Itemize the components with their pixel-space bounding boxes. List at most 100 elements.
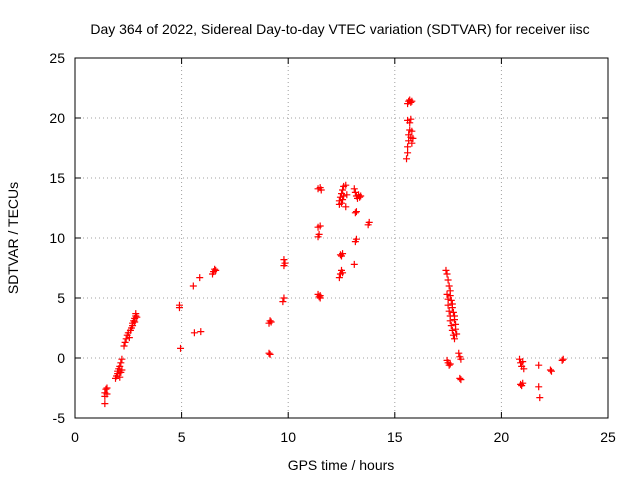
data-point (448, 304, 456, 312)
data-point (558, 356, 566, 364)
data-point (316, 294, 324, 302)
data-point (339, 250, 347, 258)
data-point (408, 139, 416, 147)
data-point (452, 325, 460, 333)
data-point (407, 98, 415, 106)
data-point (408, 97, 416, 105)
data-point (116, 373, 124, 381)
data-point (265, 349, 273, 357)
data-point (559, 355, 567, 363)
data-point (339, 186, 347, 194)
data-point (443, 290, 451, 298)
data-point (315, 293, 323, 301)
data-point (449, 331, 457, 339)
plot-frame (74, 57, 609, 419)
data-point (407, 115, 415, 123)
y-tick-label: 15 (49, 170, 65, 186)
data-point (535, 361, 543, 369)
x-tick-label: 25 (600, 429, 616, 445)
data-point (280, 256, 288, 264)
data-point (356, 193, 364, 201)
chart-title: Day 364 of 2022, Sidereal Day-to-day VTE… (90, 21, 589, 37)
data-point (365, 218, 373, 226)
data-point (177, 344, 185, 352)
x-tick-label: 15 (387, 429, 403, 445)
data-point (404, 143, 412, 151)
data-point (352, 208, 360, 216)
data-point (445, 361, 453, 369)
data-point (447, 322, 455, 330)
data-point (279, 298, 287, 306)
data-point (132, 310, 140, 318)
data-point (536, 394, 544, 402)
data-point (519, 379, 527, 387)
x-tick-label: 20 (494, 429, 510, 445)
data-point (450, 316, 458, 324)
data-point (342, 181, 350, 189)
data-point (175, 304, 183, 312)
y-tick-label: 20 (49, 110, 65, 126)
data-point (131, 318, 139, 326)
data-point (103, 390, 111, 398)
data-point (196, 274, 204, 282)
data-point (444, 276, 452, 284)
grid (75, 58, 608, 418)
data-point (316, 222, 324, 230)
data-point (116, 362, 124, 370)
data-point (456, 374, 464, 382)
data-point (101, 400, 109, 408)
data-point (520, 365, 528, 373)
data-point (120, 342, 128, 350)
x-tick-label: 0 (71, 429, 79, 445)
data-point (442, 266, 450, 274)
data-point (339, 196, 347, 204)
data-point (339, 269, 347, 277)
data-point (317, 186, 325, 194)
data-point (548, 367, 556, 375)
data-point (455, 349, 463, 357)
data-point (117, 359, 125, 367)
data-point (133, 313, 141, 321)
data-point (122, 335, 130, 343)
data-point (445, 282, 453, 290)
data-point (338, 199, 345, 207)
y-tick-label: 5 (57, 290, 65, 306)
data-point (280, 294, 288, 302)
data-point (404, 149, 412, 157)
data-point (357, 192, 365, 200)
data-point (118, 355, 126, 363)
data-point (453, 330, 461, 338)
data-point (266, 350, 274, 358)
data-point (446, 292, 454, 300)
data-point (446, 360, 454, 368)
data-point (197, 328, 205, 336)
data-point (315, 230, 323, 238)
data-point (450, 335, 458, 343)
x-tick-label: 10 (280, 429, 296, 445)
data-point (211, 265, 219, 273)
data-point (350, 185, 358, 193)
data-point (408, 127, 416, 135)
data-point (351, 209, 359, 217)
data-point (340, 192, 348, 200)
data-point (449, 308, 457, 316)
x-tick-label: 5 (178, 429, 186, 445)
data-point (447, 296, 455, 304)
data-point (546, 366, 554, 374)
x-axis-label: GPS time / hours (288, 457, 395, 473)
data-point (457, 355, 465, 363)
data-point (103, 384, 111, 392)
data-point (535, 383, 543, 391)
data-point (121, 338, 129, 346)
y-tick-label: 0 (57, 350, 65, 366)
data-point (448, 326, 456, 334)
data-point (444, 301, 452, 309)
data-point (350, 260, 358, 268)
data-point (343, 191, 351, 199)
data-point (446, 317, 454, 325)
data-point (189, 282, 197, 290)
data-point (404, 116, 412, 124)
data-point (190, 329, 198, 337)
data-point (267, 318, 275, 326)
